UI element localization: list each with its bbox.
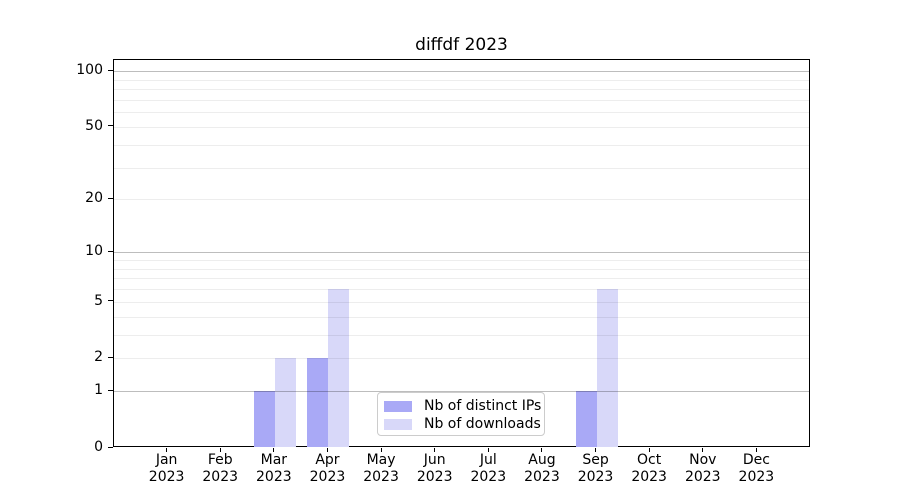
bar-distinct-ips-mar xyxy=(253,391,275,447)
x-tick-mark-dec xyxy=(755,448,757,452)
x-tick-year: 2023 xyxy=(577,469,614,485)
legend-swatch-downloads xyxy=(384,418,412,430)
x-tick-mark-jan xyxy=(166,448,168,452)
y-tick-label-20: 20 xyxy=(85,190,103,207)
legend: Nb of distinct IPs Nb of downloads xyxy=(377,392,545,436)
bar-distinct-ips-sep xyxy=(575,391,597,447)
x-tick-year: 2023 xyxy=(309,469,346,485)
x-tick-mark-feb xyxy=(219,448,221,452)
x-tick-year: 2023 xyxy=(470,469,507,485)
x-tick-label-dec: Dec 2023 xyxy=(726,452,786,486)
x-tick-mark-apr xyxy=(326,448,328,452)
y-tick-label-5: 5 xyxy=(94,292,103,309)
y-tick-label-0: 0 xyxy=(94,439,103,455)
x-tick-year: 2023 xyxy=(256,469,292,485)
y-tick-label-2: 2 xyxy=(94,349,103,366)
x-tick-mark-oct xyxy=(648,448,650,452)
x-tick-label-jun: Jun 2023 xyxy=(405,452,465,486)
x-tick-label-sep: Sep 2023 xyxy=(566,452,626,486)
x-tick-label-may: May 2023 xyxy=(351,452,411,486)
x-tick-label-jan: Jan 2023 xyxy=(137,452,197,486)
bar-downloads-apr xyxy=(328,289,350,447)
x-tick-mark-jun xyxy=(434,448,436,452)
x-tick-year: 2023 xyxy=(416,469,453,485)
x-tick-label-aug: Aug 2023 xyxy=(512,452,572,486)
x-tick-month: Mar xyxy=(260,452,288,468)
x-tick-mark-mar xyxy=(273,448,275,452)
x-tick-year: 2023 xyxy=(684,469,721,485)
legend-item-downloads: Nb of downloads xyxy=(384,415,541,433)
x-tick-label-oct: Oct 2023 xyxy=(619,452,679,486)
x-tick-month: Oct xyxy=(637,452,662,468)
y-tick-label-1: 1 xyxy=(94,382,103,399)
bar-distinct-ips-apr xyxy=(307,358,329,447)
y-tick-label-10: 10 xyxy=(85,243,103,260)
x-tick-month: Aug xyxy=(528,452,556,468)
x-tick-label-nov: Nov 2023 xyxy=(673,452,733,486)
legend-label-distinct-ips: Nb of distinct IPs xyxy=(424,398,542,414)
x-tick-label-apr: Apr 2023 xyxy=(297,452,357,486)
x-tick-month: Apr xyxy=(315,452,340,468)
x-tick-month: Feb xyxy=(207,452,233,468)
legend-item-distinct-ips: Nb of distinct IPs xyxy=(384,397,542,415)
chart-title: diffdf 2023 xyxy=(415,35,508,55)
x-tick-month: May xyxy=(366,452,396,468)
x-tick-month: Jun xyxy=(423,452,446,468)
x-tick-year: 2023 xyxy=(202,469,239,485)
x-tick-month: Jan xyxy=(155,452,178,468)
bars-layer xyxy=(114,60,809,447)
x-tick-month: Dec xyxy=(742,452,770,468)
plot-area xyxy=(113,59,810,447)
x-tick-label-jul: Jul 2023 xyxy=(458,452,518,486)
x-tick-year: 2023 xyxy=(631,469,667,485)
x-tick-year: 2023 xyxy=(738,469,775,485)
x-tick-month: Sep xyxy=(582,452,609,468)
y-tick-label-50: 50 xyxy=(85,117,103,134)
y-tick-label-100: 100 xyxy=(76,62,103,79)
bar-downloads-mar xyxy=(274,358,296,447)
x-tick-label-feb: Feb 2023 xyxy=(190,452,250,486)
x-tick-mark-jul xyxy=(487,448,489,452)
x-tick-mark-nov xyxy=(702,448,704,452)
x-tick-year: 2023 xyxy=(148,469,185,485)
x-tick-mark-may xyxy=(380,448,382,452)
legend-label-downloads: Nb of downloads xyxy=(424,416,541,432)
bar-downloads-sep xyxy=(596,289,618,447)
x-tick-year: 2023 xyxy=(524,469,560,485)
x-tick-mark-sep xyxy=(595,448,597,452)
x-tick-month: Nov xyxy=(689,452,717,468)
x-tick-label-mar: Mar 2023 xyxy=(244,452,304,486)
x-tick-year: 2023 xyxy=(363,469,399,485)
legend-swatch-distinct-ips xyxy=(384,400,412,412)
x-tick-month: Jul xyxy=(479,452,497,468)
x-tick-mark-aug xyxy=(541,448,543,452)
